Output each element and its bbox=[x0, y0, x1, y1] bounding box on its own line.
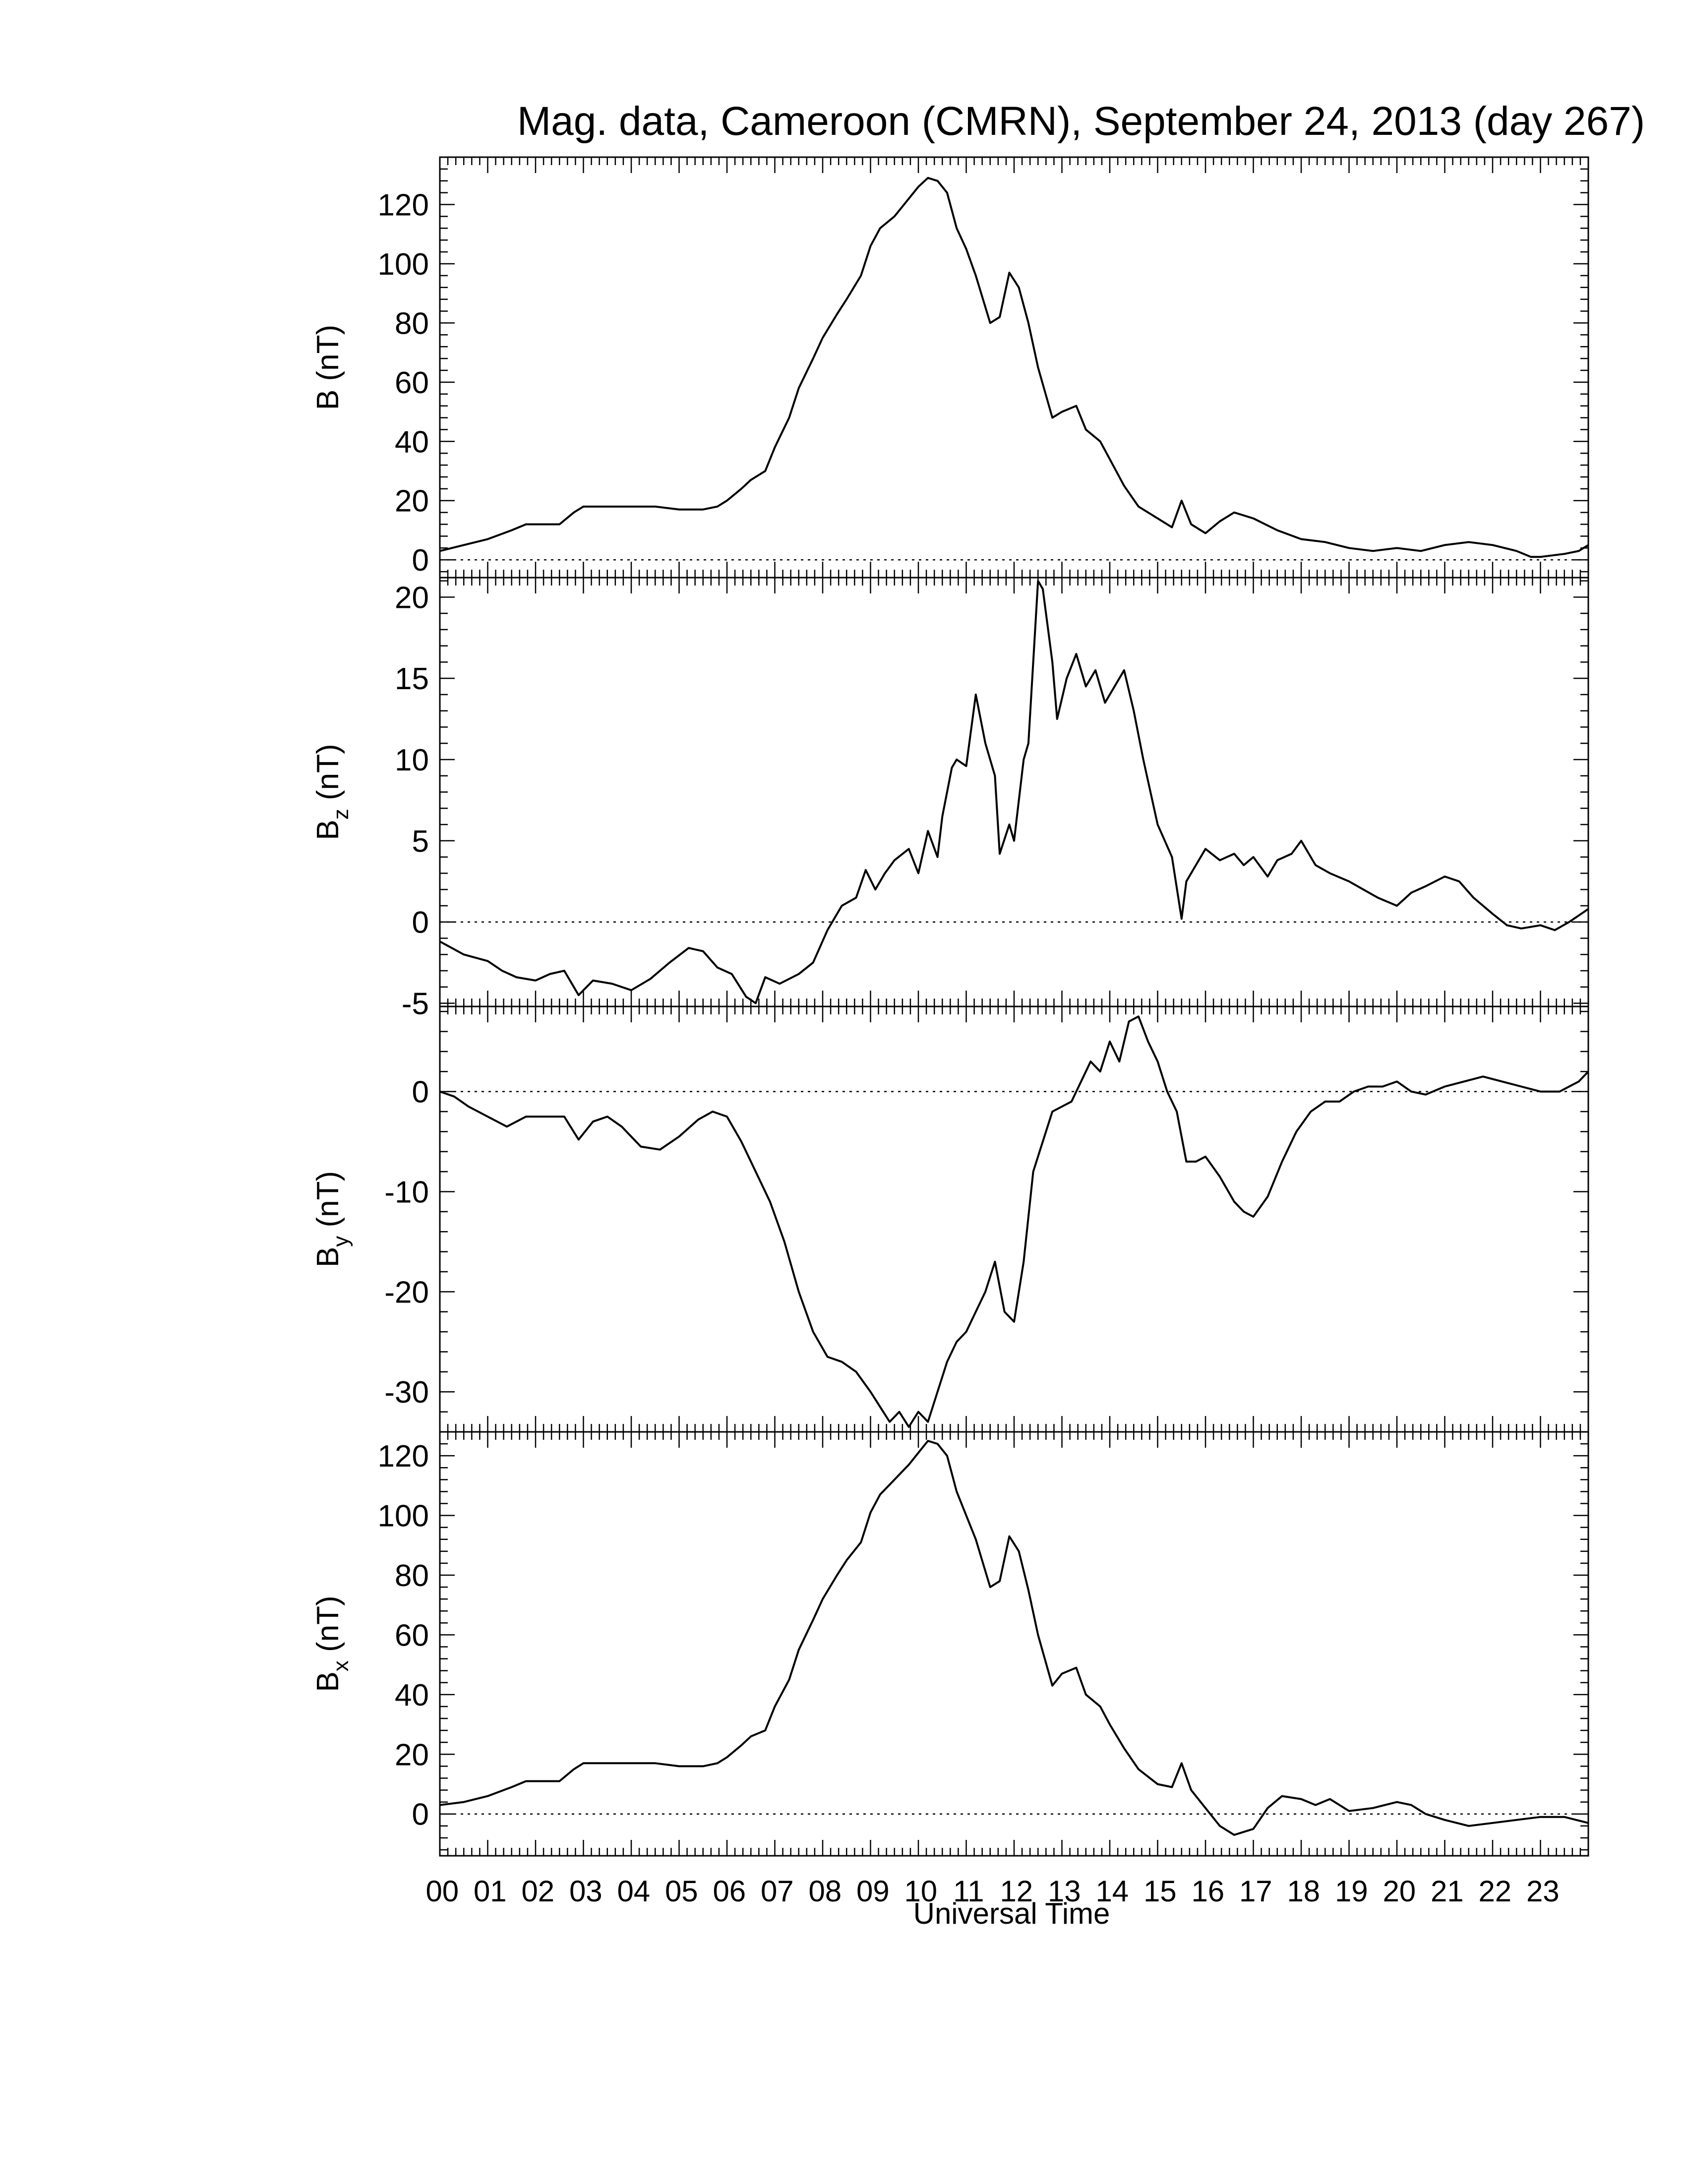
y-tick-label: 120 bbox=[378, 1439, 429, 1474]
x-tick-label: 01 bbox=[474, 1875, 507, 1908]
y-tick-label: 0 bbox=[412, 1075, 429, 1110]
y-tick-label: 40 bbox=[395, 1678, 429, 1712]
x-tick-label: 02 bbox=[521, 1875, 554, 1908]
x-tick-label: 05 bbox=[665, 1875, 698, 1908]
x-tick-label: 16 bbox=[1191, 1875, 1224, 1908]
y-tick-label: 60 bbox=[395, 366, 429, 400]
y-tick-label: 120 bbox=[378, 188, 429, 223]
x-tick-label: 14 bbox=[1095, 1875, 1129, 1908]
x-tick-label: 06 bbox=[713, 1875, 746, 1908]
y-tick-label: 60 bbox=[395, 1618, 429, 1653]
y-tick-label: -5 bbox=[402, 987, 429, 1021]
y-tick-label: 0 bbox=[412, 906, 429, 940]
y-tick-label: -20 bbox=[384, 1275, 429, 1309]
y-tick-label: 80 bbox=[395, 1559, 429, 1593]
x-tick-label: 10 bbox=[904, 1875, 937, 1908]
x-tick-label: 13 bbox=[1048, 1875, 1081, 1908]
y-tick-label: 0 bbox=[412, 543, 429, 578]
series-line bbox=[439, 177, 1589, 558]
x-tick-label: 12 bbox=[1000, 1875, 1033, 1908]
y-tick-label: 0 bbox=[412, 1798, 429, 1832]
y-tick-label: 20 bbox=[395, 581, 429, 615]
series-line bbox=[439, 1440, 1589, 1836]
x-tick-label: 09 bbox=[856, 1875, 890, 1908]
y-tick-label: 100 bbox=[378, 247, 429, 282]
y-tick-label: 20 bbox=[395, 1738, 429, 1772]
y-axis-label: Bx (nT) bbox=[311, 1595, 353, 1692]
x-axis-label: Universal Time bbox=[913, 1897, 1110, 1930]
y-tick-label: 10 bbox=[395, 743, 429, 777]
y-axis-label: B (nT) bbox=[311, 325, 345, 410]
x-tick-label: 20 bbox=[1383, 1875, 1416, 1908]
y-tick-label: 5 bbox=[412, 825, 429, 859]
x-tick-label: 21 bbox=[1431, 1875, 1464, 1908]
x-tick-label: 15 bbox=[1144, 1875, 1177, 1908]
x-tick-label: 00 bbox=[425, 1875, 459, 1908]
series-line bbox=[439, 1015, 1589, 1428]
y-tick-label: 20 bbox=[395, 484, 429, 519]
x-tick-label: 03 bbox=[569, 1875, 602, 1908]
y-tick-label: -30 bbox=[384, 1375, 429, 1410]
y-axis-label: By (nT) bbox=[311, 1171, 353, 1267]
x-tick-label: 08 bbox=[808, 1875, 842, 1908]
y-tick-label: 80 bbox=[395, 306, 429, 341]
panel-4: 0 20 40 60 80 100 120 Bx (nT) bbox=[311, 1431, 1589, 1857]
x-tick-label: 11 bbox=[953, 1875, 984, 1908]
x-tick-label: 18 bbox=[1287, 1875, 1320, 1908]
x-tick-label: 19 bbox=[1335, 1875, 1368, 1908]
x-tick-label: 23 bbox=[1526, 1875, 1560, 1908]
chart-title: Mag. data, Cameroon (CMRN), September 24… bbox=[517, 99, 1645, 144]
panel-2: -5 0 5 10 15 20 Bz (nT) bbox=[311, 577, 1589, 1021]
x-tick-label: 17 bbox=[1239, 1875, 1272, 1908]
x-tick-label: 04 bbox=[617, 1875, 650, 1908]
y-axis-label: Bz (nT) bbox=[311, 744, 353, 840]
series-line bbox=[439, 580, 1589, 1004]
y-tick-label: 15 bbox=[395, 662, 429, 696]
panel-1: 0 20 40 60 80 100 120 B (nT) bbox=[311, 156, 1589, 579]
y-tick-label: 100 bbox=[378, 1499, 429, 1534]
y-tick-label: -10 bbox=[384, 1175, 429, 1209]
x-tick-label: 22 bbox=[1478, 1875, 1511, 1908]
x-tick-label: 07 bbox=[761, 1875, 794, 1908]
y-tick-label: 40 bbox=[395, 425, 429, 459]
